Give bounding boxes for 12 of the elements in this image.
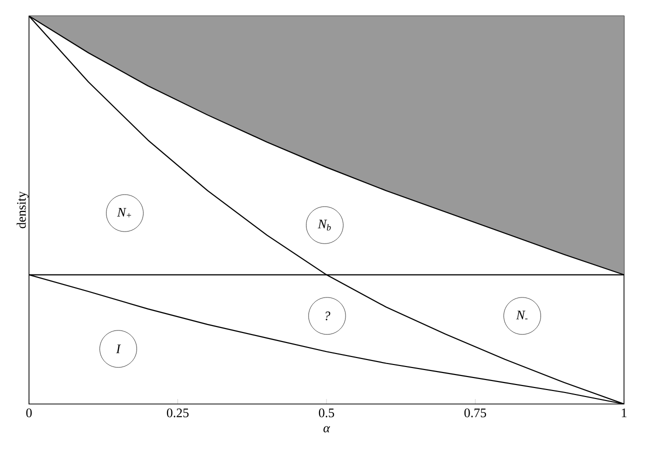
annotation: N$_{+}$ <box>117 208 132 218</box>
x-tick-label: 1 <box>622 408 626 418</box>
y-axis-title: density <box>16 191 28 228</box>
x-tick-label: 0 <box>26 408 32 418</box>
x-tick-label: 0.5 <box>318 408 334 418</box>
x-tick-label: 0.75 <box>464 408 486 418</box>
annotation: N$_{b}$ <box>318 220 331 231</box>
annotation: I <box>116 344 121 354</box>
x-tick-label: 0.25 <box>166 408 189 418</box>
x-axis-title: α <box>323 426 330 432</box>
annotation: N$_{-}$ <box>516 310 528 320</box>
annotation: ? <box>326 312 330 320</box>
